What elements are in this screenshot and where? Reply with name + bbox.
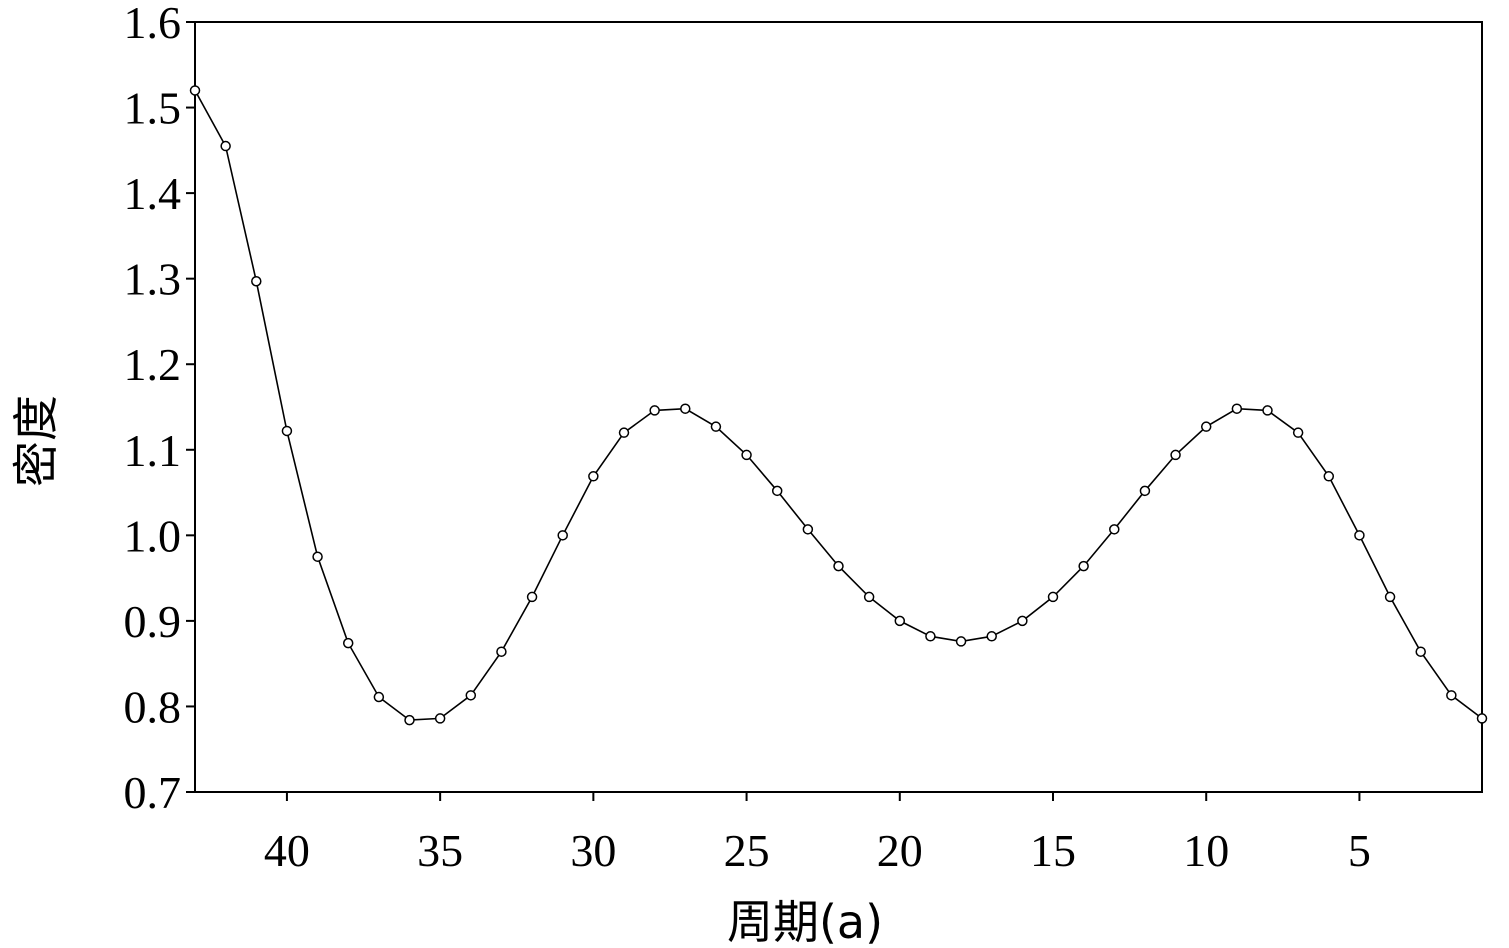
y-tick-label: 1.4: [124, 168, 182, 219]
data-point: [1170, 449, 1181, 461]
data-point: [833, 560, 844, 572]
data-point: [434, 713, 446, 724]
data-point: [189, 85, 201, 96]
data-point: [1047, 591, 1059, 603]
series-layer: [189, 85, 1488, 726]
y-tick-label: 0.7: [124, 767, 182, 818]
data-point: [373, 691, 385, 703]
data-point: [1323, 471, 1335, 482]
data-point: [1384, 591, 1396, 603]
data-point: [1017, 615, 1028, 627]
y-tick-label: 1.3: [124, 254, 182, 305]
data-point: [618, 427, 630, 438]
data-point: [649, 405, 660, 416]
data-point: [404, 714, 415, 726]
x-tick-label: 15: [1030, 825, 1076, 876]
data-point: [1415, 646, 1426, 657]
data-point: [1109, 524, 1120, 535]
data-point: [588, 471, 599, 482]
data-point: [281, 425, 293, 437]
data-point: [894, 615, 906, 627]
x-tick-label: 25: [724, 825, 770, 876]
y-tick-label: 1.1: [124, 425, 182, 476]
y-tick-label: 1.2: [124, 339, 182, 390]
x-axis-title: 周期(a): [727, 895, 883, 948]
y-tick-label: 0.8: [124, 681, 182, 732]
x-tick-label: 30: [570, 825, 616, 876]
data-point: [1292, 427, 1304, 438]
data-point: [1262, 405, 1273, 416]
plot-frame: [194, 21, 1483, 793]
data-point: [251, 275, 262, 287]
x-tick-label: 10: [1183, 825, 1229, 876]
data-point: [526, 591, 538, 603]
data-point: [342, 637, 354, 649]
x-axis: 40 35 30 25 20 15 10 5: [264, 792, 1371, 876]
data-point: [557, 530, 568, 541]
data-point: [1078, 560, 1089, 572]
data-point: [955, 636, 967, 647]
series-line: [194, 90, 1483, 721]
data-point: [863, 591, 875, 603]
data-point: [1200, 421, 1212, 432]
data-point: [1354, 530, 1365, 541]
y-tick-label: 1.5: [124, 83, 182, 134]
data-point: [496, 646, 507, 657]
data-point: [1231, 403, 1243, 414]
data-point: [710, 421, 722, 432]
data-point: [802, 524, 814, 535]
data-point: [741, 449, 752, 461]
data-point: [1446, 690, 1457, 701]
x-tick-label: 35: [417, 825, 463, 876]
y-axis-title: 密度: [9, 395, 63, 487]
y-tick-label: 1.6: [124, 0, 182, 48]
x-tick-label: 40: [264, 825, 310, 876]
data-point: [771, 485, 783, 497]
data-point: [312, 551, 323, 562]
data-point: [680, 403, 691, 414]
y-tick-label: 0.9: [124, 596, 182, 647]
x-tick-label: 5: [1348, 825, 1371, 876]
data-point: [465, 690, 477, 701]
data-point: [1139, 485, 1151, 497]
x-tick-label: 20: [877, 825, 923, 876]
data-point: [220, 140, 231, 152]
y-axis: 0.7 0.8 0.9 1.0 1.1 1.2 1.3 1.4 1.5 1.6: [124, 0, 195, 818]
data-point: [1476, 713, 1488, 724]
data-point: [986, 631, 997, 642]
y-tick-label: 1.0: [124, 510, 182, 561]
data-point: [925, 631, 936, 642]
